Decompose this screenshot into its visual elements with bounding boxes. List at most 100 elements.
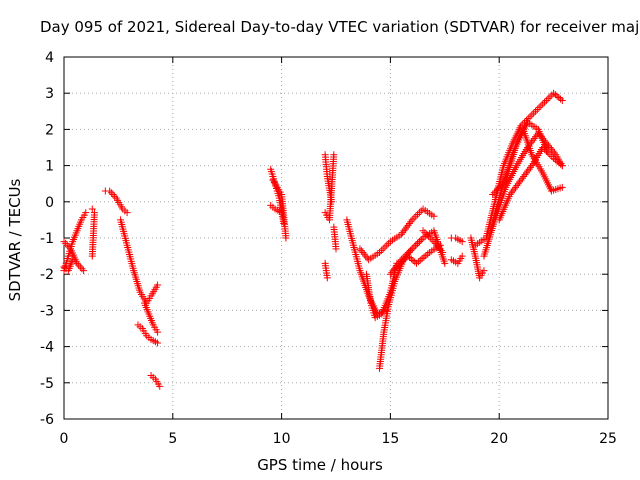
data-point-359 xyxy=(399,229,407,237)
y-tick-label: 3 xyxy=(45,86,54,102)
data-points xyxy=(60,89,566,390)
data-point-885 xyxy=(557,160,565,168)
data-point-891 xyxy=(495,183,503,191)
data-point-863 xyxy=(524,167,532,175)
data-point-377 xyxy=(430,212,438,220)
data-point-554 xyxy=(426,234,434,242)
data-point-558 xyxy=(433,241,441,249)
data-point-552 xyxy=(423,230,431,238)
data-point-525 xyxy=(441,259,449,267)
data-point-666 xyxy=(541,98,549,106)
data-point-862 xyxy=(522,169,530,177)
data-point-864 xyxy=(525,165,533,173)
data-point-502 xyxy=(414,239,422,247)
data-point-368 xyxy=(412,212,420,220)
data-point-27 xyxy=(62,239,70,247)
data-point-858 xyxy=(517,176,525,184)
y-tick-label: -4 xyxy=(40,340,54,356)
data-point-366 xyxy=(408,216,416,224)
data-point-733 xyxy=(529,136,537,144)
data-point-887 xyxy=(489,191,497,199)
data-point-352 xyxy=(385,239,393,247)
data-point-855 xyxy=(513,182,521,190)
data-point-362 xyxy=(403,223,411,231)
data-point-37 xyxy=(73,259,81,267)
data-point-154 xyxy=(154,328,162,336)
data-point-140 xyxy=(154,339,162,347)
data-point-883 xyxy=(553,157,561,165)
data-point-667 xyxy=(542,96,550,104)
data-point-533 xyxy=(406,254,414,262)
data-point-857 xyxy=(516,178,524,186)
data-point-339 xyxy=(360,250,368,258)
data-point-659 xyxy=(528,111,536,119)
data-point-734 xyxy=(530,134,538,142)
y-tick-label: 2 xyxy=(45,122,54,138)
x-tick-label: 10 xyxy=(273,431,291,447)
data-point-865 xyxy=(526,163,534,171)
data-point-550 xyxy=(419,227,427,235)
data-point-526 xyxy=(393,263,401,271)
data-point-861 xyxy=(521,171,529,179)
data-point-25 xyxy=(82,209,90,217)
data-point-29 xyxy=(65,243,73,251)
data-point-74 xyxy=(109,191,117,199)
data-point-498 xyxy=(406,247,414,255)
data-point-351 xyxy=(383,241,391,249)
data-point-668 xyxy=(544,95,552,103)
y-tick-label: -3 xyxy=(40,303,54,319)
data-point-39 xyxy=(76,263,84,271)
data-point-884 xyxy=(555,159,563,167)
data-point-671 xyxy=(550,89,558,97)
data-point-350 xyxy=(381,243,389,251)
data-point-881 xyxy=(550,154,558,162)
data-point-676 xyxy=(558,96,566,104)
data-point-886 xyxy=(558,162,566,170)
data-point-369 xyxy=(414,210,422,218)
data-point-880 xyxy=(548,153,556,161)
chart-title: Day 095 of 2021, Sidereal Day-to-day VTE… xyxy=(40,18,640,36)
data-point-562 xyxy=(439,248,447,256)
data-point-560 xyxy=(436,245,444,253)
data-point-860 xyxy=(520,172,528,180)
data-point-75 xyxy=(111,192,119,200)
data-point-349 xyxy=(379,245,387,253)
data-point-364 xyxy=(405,220,413,228)
data-point-528 xyxy=(397,259,405,267)
data-point-596 xyxy=(480,267,488,275)
data-point-28 xyxy=(63,241,71,249)
data-point-669 xyxy=(546,93,554,101)
data-point-501 xyxy=(412,241,420,249)
data-point-73 xyxy=(107,189,115,197)
data-point-361 xyxy=(401,225,409,233)
data-point-50 xyxy=(88,205,96,213)
data-point-894 xyxy=(500,178,508,186)
data-point-337 xyxy=(357,247,365,255)
data-point-748 xyxy=(550,149,558,157)
data-point-553 xyxy=(424,232,432,240)
data-point-561 xyxy=(437,247,445,255)
data-point-559 xyxy=(434,243,442,251)
x-tick-label: 5 xyxy=(168,431,177,447)
data-point-363 xyxy=(404,221,412,229)
data-point-83 xyxy=(123,209,131,217)
data-point-486 xyxy=(388,268,396,276)
data-point-532 xyxy=(404,252,412,260)
data-point-485 xyxy=(386,270,394,278)
data-point-336 xyxy=(356,245,364,253)
data-point-541 xyxy=(420,253,428,261)
data-point-658 xyxy=(526,113,534,121)
data-point-499 xyxy=(408,245,416,253)
y-tick-label: 4 xyxy=(45,50,54,66)
data-point-892 xyxy=(497,182,505,190)
data-point-529 xyxy=(398,258,406,266)
data-point-674 xyxy=(555,94,563,102)
data-point-543 xyxy=(424,250,432,258)
data-point-216 xyxy=(282,234,290,242)
data-point-663 xyxy=(535,104,543,112)
data-point-557 xyxy=(431,239,439,247)
data-point-367 xyxy=(410,214,418,222)
y-tick-label: -5 xyxy=(40,376,54,392)
data-point-665 xyxy=(539,100,547,108)
